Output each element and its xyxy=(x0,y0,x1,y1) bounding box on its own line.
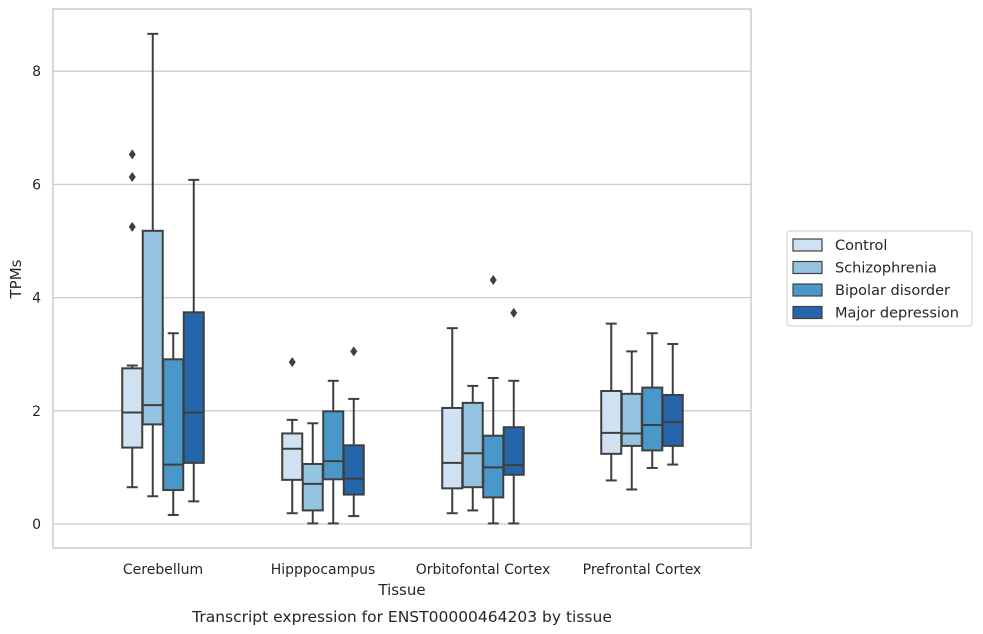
box-iqr xyxy=(162,358,185,492)
x-tick-labels: Cerebellum Hipppocampus Orbitofontal Corte… xyxy=(123,562,701,578)
box-plot xyxy=(661,343,684,466)
outlier-point xyxy=(510,307,518,318)
box-iqr xyxy=(121,367,144,449)
series-major-depression xyxy=(182,178,684,525)
box-iqr xyxy=(322,410,345,481)
legend-label: Schizophrenia xyxy=(835,261,937,277)
box-series xyxy=(121,32,684,525)
box-plot xyxy=(342,346,365,518)
y-tick-label: 0 xyxy=(32,517,41,533)
y-tick-label: 4 xyxy=(32,291,41,307)
box-plot xyxy=(281,357,304,515)
legend-label: Control xyxy=(835,238,887,254)
x-tick-label: Cerebellum xyxy=(123,562,203,578)
outlier-point xyxy=(128,149,136,160)
box-plot xyxy=(600,322,623,482)
legend-swatch xyxy=(792,260,823,275)
x-tick-label: Prefrontal Cortex xyxy=(583,562,702,578)
outlier-point xyxy=(489,275,497,286)
box-plot xyxy=(641,332,664,469)
box-plot xyxy=(121,149,144,489)
legend-swatch xyxy=(792,283,823,297)
y-tick-label: 2 xyxy=(32,404,41,420)
box-plot xyxy=(182,178,205,503)
box-iqr xyxy=(661,393,684,447)
x-axis-title: Tissue xyxy=(377,581,425,599)
box-iqr xyxy=(502,426,525,476)
legend-label: Bipolar disorder xyxy=(835,283,950,299)
legend-frame xyxy=(786,230,973,327)
outlier-point xyxy=(128,221,136,232)
box-iqr xyxy=(141,229,164,426)
box-iqr xyxy=(461,401,484,489)
x-tick-label: Orbitofontal Cortex xyxy=(416,562,551,578)
box-plot xyxy=(162,332,185,516)
box-plot xyxy=(461,384,484,512)
outlier-point xyxy=(128,172,136,183)
outlier-point xyxy=(350,346,358,357)
box-iqr xyxy=(301,463,324,512)
plot-frame xyxy=(52,8,752,549)
box-plot xyxy=(482,275,505,525)
x-tick-label: Hipppocampus xyxy=(271,562,376,578)
box-iqr xyxy=(342,444,365,496)
figure-caption: Transcript expression for ENST0000046420… xyxy=(191,608,612,626)
box-plot xyxy=(301,422,324,525)
box-iqr xyxy=(182,311,205,464)
box-plot xyxy=(502,307,525,525)
y-axis-title: TPMs xyxy=(7,259,25,299)
series-bipolar-disorder xyxy=(162,275,664,525)
legend-swatch xyxy=(792,305,823,320)
y-tick-label: 6 xyxy=(32,177,41,193)
box-plot xyxy=(322,379,345,525)
box-iqr xyxy=(281,432,304,481)
legend: Control Schizophrenia Bipolar disorder Majo… xyxy=(786,230,973,327)
legend-swatch xyxy=(792,238,823,252)
box-iqr xyxy=(641,386,664,452)
series-schizophrenia xyxy=(141,32,643,525)
box-iqr xyxy=(620,392,643,447)
box-plot xyxy=(141,32,164,498)
y-tick-labels: 0 2 4 6 8 xyxy=(32,64,41,533)
box-plot xyxy=(620,350,643,491)
outlier-point xyxy=(288,357,296,368)
box-iqr xyxy=(441,406,464,490)
y-tick-label: 8 xyxy=(32,64,41,80)
box-iqr xyxy=(600,389,623,455)
box-plot xyxy=(441,327,464,515)
legend-label: Major depression xyxy=(835,306,959,322)
